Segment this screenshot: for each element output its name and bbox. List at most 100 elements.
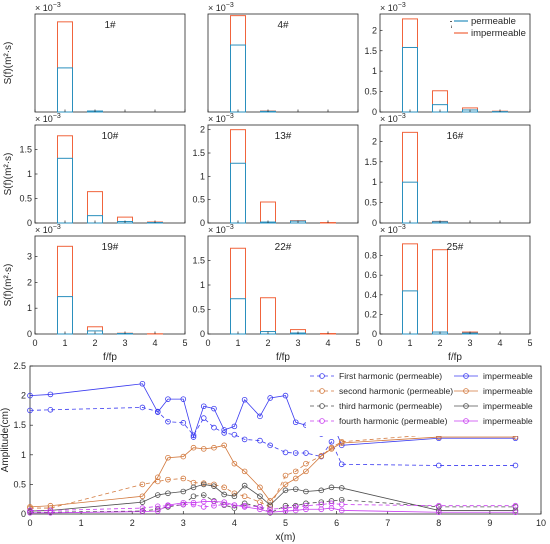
panel-title: 16# [447, 131, 464, 142]
legend: First harmonic (permeable) impermeable sec… [306, 368, 538, 436]
data-point [257, 484, 263, 491]
exponent-label: × 10−3 [208, 224, 234, 235]
y-axis-label: S(f)(m²·s) [3, 153, 14, 196]
series-line [30, 501, 516, 514]
data-point [241, 500, 248, 507]
data-point [180, 501, 187, 508]
panel-title: 25# [447, 242, 464, 253]
x-tick-label: 5 [283, 518, 288, 528]
data-point [27, 510, 33, 516]
y-tick-label: 1.5 [364, 46, 377, 56]
x-axis-label: x(m) [276, 532, 296, 543]
x-tick-label: 0 [205, 338, 210, 348]
series-line [30, 433, 516, 509]
data-point [318, 453, 325, 459]
panel-10: 0 0.5 1 1.5 × 10−3 10# S(f)(m²·s) [3, 113, 186, 228]
data-point [512, 502, 519, 509]
y-tick-label: 1 [27, 169, 32, 179]
x-tick-label: 5 [527, 338, 532, 348]
exponent-label: × 10−3 [35, 2, 61, 13]
data-point [267, 502, 273, 508]
y-tick-label: 0.5 [13, 479, 26, 489]
panel-frame [207, 13, 359, 113]
panel-frame [379, 235, 531, 335]
legend-marker [463, 388, 469, 394]
y-tick-label: 0 [372, 107, 377, 117]
data-point [282, 502, 289, 509]
data-point [328, 505, 335, 511]
x-tick-label: 1 [407, 338, 412, 348]
x-tick-label: 2 [265, 338, 270, 348]
data-point [154, 409, 161, 415]
y-tick-label: 2 [21, 391, 26, 401]
data-point [221, 499, 227, 505]
panel-25: 0 1 2 3 4 5 0 0.2 0.4 0.6 0.8 × 10−3 25# f/fp [364, 224, 532, 363]
y-tick-label: 1 [27, 303, 32, 313]
panel-frame [207, 235, 359, 335]
panel-title: 4# [277, 20, 289, 31]
data-point [292, 507, 299, 514]
data-point [221, 491, 227, 498]
data-point [512, 509, 519, 516]
data-point [47, 391, 54, 398]
data-point [282, 472, 289, 479]
data-point [221, 430, 227, 436]
legend-marker [319, 373, 325, 379]
legend-entry: First harmonic (permeable) [339, 371, 442, 381]
data-point [292, 486, 299, 492]
data-point [221, 484, 227, 491]
series-7 [27, 498, 519, 516]
data-point [257, 506, 263, 513]
y-tick-label: 2 [200, 125, 205, 135]
data-point [47, 510, 54, 516]
data-point [165, 476, 171, 483]
x-axis-label: f/fp [276, 352, 290, 363]
x-tick-label: 6 [334, 518, 339, 528]
panel-4: × 10−3 4# [207, 2, 359, 113]
data-point [180, 420, 187, 426]
y-tick-label: 0.5 [364, 87, 377, 97]
panel-title: 22# [275, 242, 292, 253]
data-point [211, 444, 217, 451]
legend-marker [319, 403, 325, 409]
data-point [257, 413, 263, 420]
data-point [180, 396, 187, 402]
data-point [200, 481, 207, 488]
panel-frame [34, 235, 186, 335]
y-tick-label: 0 [27, 218, 32, 228]
data-point [190, 444, 197, 451]
series-0 [27, 404, 519, 469]
y-tick-label: 0.6 [364, 270, 377, 280]
y-tick-label: 2 [372, 136, 377, 146]
data-point [257, 493, 263, 500]
x-tick-label: 0 [32, 338, 37, 348]
y-tick-label: 2.5 [13, 361, 26, 371]
data-point [267, 395, 273, 401]
y-tick-label: 0.5 [192, 305, 205, 315]
exponent-label: × 10−3 [380, 2, 406, 13]
data-point [282, 481, 289, 488]
x-tick-label: 5 [182, 338, 187, 348]
y-tick-label: 1 [21, 450, 26, 460]
x-tick-label: 4 [325, 338, 330, 348]
y-tick-label: 0.2 [364, 309, 377, 319]
data-point [211, 405, 217, 412]
data-point [211, 502, 217, 509]
data-point [338, 485, 345, 491]
legend-marker [463, 418, 469, 424]
data-point [190, 499, 197, 506]
data-point [328, 438, 335, 445]
legend-entry: fourth harmonic (permeable) [339, 416, 448, 426]
data-point [328, 484, 335, 491]
data-point [318, 506, 325, 513]
y-tick-label: 0.8 [364, 251, 377, 261]
data-point [318, 499, 325, 505]
x-tick-label: 4 [232, 518, 237, 528]
data-point [139, 505, 146, 511]
data-point [180, 475, 187, 482]
panel-frame [34, 124, 186, 224]
data-point [190, 493, 197, 500]
y-tick-label: 1 [372, 177, 377, 187]
exponent-label: × 10−3 [380, 113, 406, 124]
